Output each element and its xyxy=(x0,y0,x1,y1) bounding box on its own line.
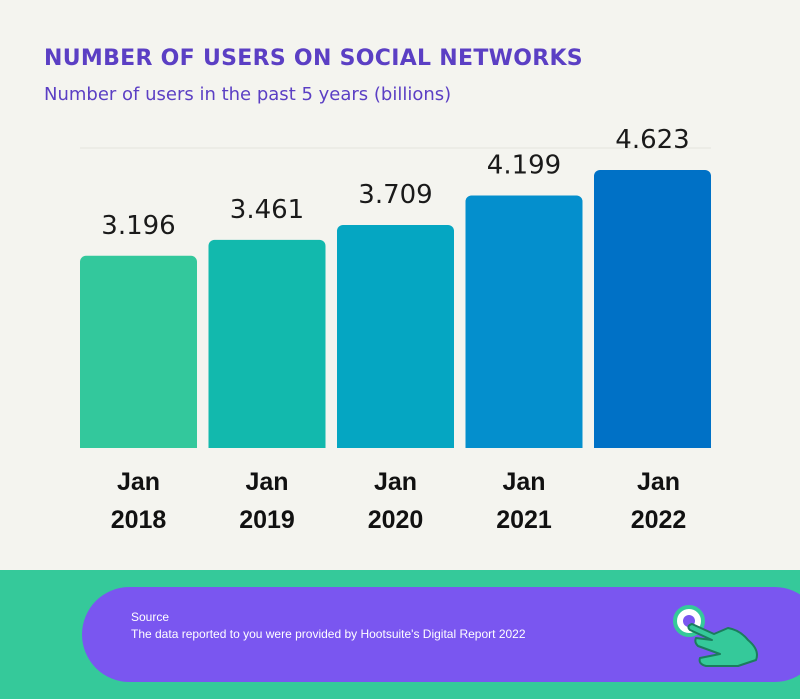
category-label: Jan xyxy=(502,468,545,496)
category-label: Jan xyxy=(637,468,680,496)
bar-2022 xyxy=(594,170,711,454)
value-label: 4.199 xyxy=(487,150,561,180)
pointing-hand-icon xyxy=(673,605,758,667)
category-label: 2022 xyxy=(631,506,687,534)
bar-base-mask xyxy=(79,448,198,458)
category-label: 2021 xyxy=(496,506,552,534)
bar-base-mask xyxy=(336,448,455,458)
bar-base-mask xyxy=(207,448,327,458)
source-label: Source xyxy=(131,610,170,624)
category-label: 2020 xyxy=(368,506,424,534)
chart-subtitle: Number of users in the past 5 years (bil… xyxy=(44,84,452,105)
source-text: The data reported to you were provided b… xyxy=(131,627,526,641)
bar-2019 xyxy=(208,239,326,454)
category-label: Jan xyxy=(374,468,417,496)
chart-title: NUMBER OF USERS ON SOCIAL NETWORKS xyxy=(44,46,583,71)
category-label: 2018 xyxy=(111,506,167,534)
bar-base-mask xyxy=(593,448,712,458)
category-label: 2019 xyxy=(239,506,295,534)
bar-2020 xyxy=(337,224,454,454)
bar-chart: 3.196 Jan 2018 3.461 Jan 2019 3.709 Jan 2020 4.19… xyxy=(79,125,712,534)
bars-group: 3.196 Jan 2018 3.461 Jan 2019 3.709 Jan 2020 4.19… xyxy=(79,125,712,534)
value-label: 3.196 xyxy=(101,211,175,241)
value-label: 3.461 xyxy=(230,195,304,225)
bar-2018 xyxy=(80,255,197,454)
bar-2021 xyxy=(465,195,583,454)
value-label: 3.709 xyxy=(358,180,432,210)
value-label: 4.623 xyxy=(615,125,689,155)
category-label: Jan xyxy=(117,468,160,496)
bar-base-mask xyxy=(464,448,584,458)
category-label: Jan xyxy=(245,468,288,496)
source-panel xyxy=(82,587,800,682)
